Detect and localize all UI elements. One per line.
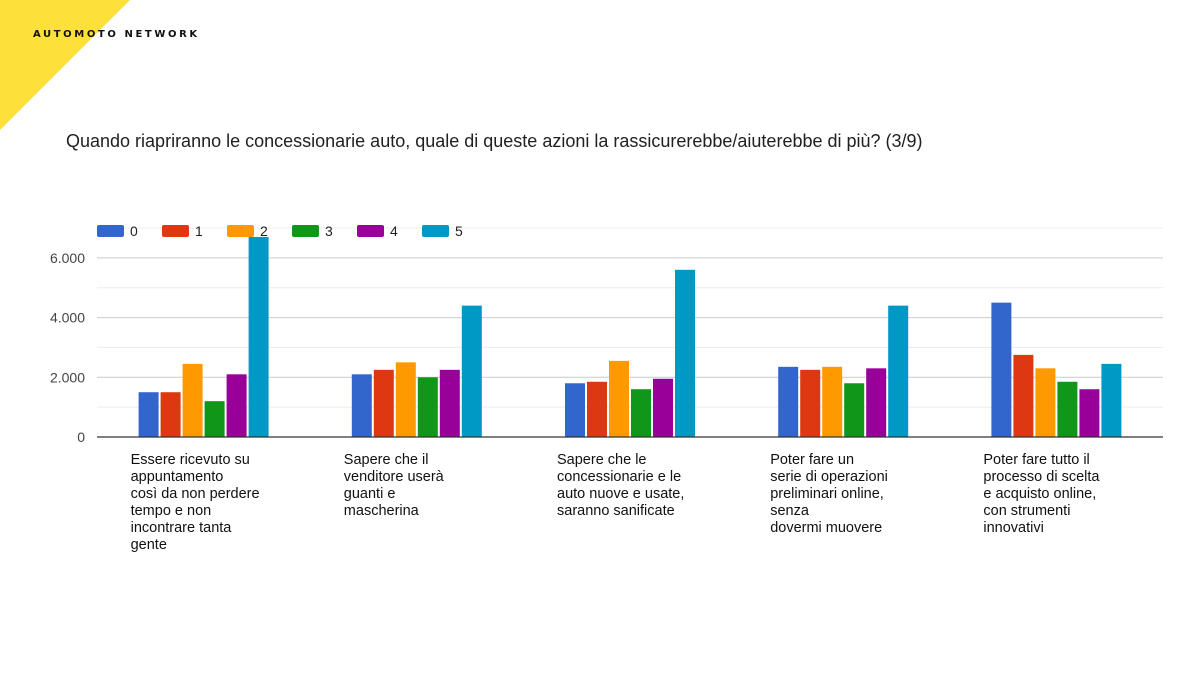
bar-series-0 — [778, 366, 799, 437]
bar-series-4 — [866, 368, 887, 437]
legend-label-0: 0 — [130, 223, 138, 239]
legend-swatch-4 — [357, 225, 384, 237]
legend-label-1: 1 — [195, 223, 203, 239]
bar-series-4 — [226, 374, 247, 437]
y-tick-label: 2.000 — [50, 369, 85, 385]
bar-series-0 — [138, 392, 159, 437]
x-category-label: Poter fare un serie di operazioni prelim… — [770, 452, 888, 536]
bar-series-5 — [675, 269, 695, 437]
bar-series-4 — [653, 378, 673, 437]
bar-series-5 — [1101, 363, 1122, 437]
bar-series-5 — [888, 305, 909, 437]
bar-series-1 — [1013, 354, 1034, 437]
bar-series-0 — [991, 302, 1012, 437]
y-tick-label: 6.000 — [50, 250, 85, 266]
x-category-label: Sapere che le concessionarie e le auto n… — [557, 452, 685, 519]
legend-swatch-1 — [162, 225, 189, 237]
bar-series-1 — [160, 392, 181, 437]
bar-series-2 — [1035, 368, 1056, 437]
brand-logo-text: AUTOMOTO NETWORK — [33, 29, 200, 40]
y-tick-label: 4.000 — [50, 310, 85, 326]
bar-series-2 — [822, 366, 843, 437]
legend-swatch-0 — [97, 225, 124, 237]
bar-series-4 — [1079, 389, 1100, 437]
bar-series-3 — [1057, 381, 1078, 437]
bar-series-5 — [248, 236, 269, 437]
bar-series-0 — [565, 383, 585, 437]
legend-label-3: 3 — [325, 223, 333, 239]
bar-series-1 — [587, 381, 607, 437]
bar-series-2 — [395, 362, 416, 437]
bar-series-1 — [373, 369, 394, 437]
bar-series-3 — [417, 377, 438, 437]
legend-swatch-3 — [292, 225, 319, 237]
y-tick-label: 0 — [77, 429, 85, 445]
corner-accent-triangle — [0, 0, 130, 130]
legend-swatch-2 — [227, 225, 254, 237]
legend-label-4: 4 — [390, 223, 398, 239]
x-category-label: Poter fare tutto il processo di scelta e… — [983, 452, 1100, 536]
bar-series-3 — [631, 389, 651, 437]
chart-title: Quando riapriranno le concessionarie aut… — [66, 131, 923, 151]
bar-series-0 — [351, 374, 372, 437]
bar-series-5 — [461, 305, 482, 437]
bar-series-3 — [844, 383, 865, 437]
x-category-label: Sapere che il venditore userà guanti e m… — [343, 452, 444, 519]
legend-label-2: 2 — [260, 223, 268, 239]
bar-series-3 — [204, 401, 225, 437]
x-category-label: Essere ricevuto su appuntamento così da … — [130, 452, 260, 553]
legend-label-5: 5 — [455, 223, 463, 239]
bar-series-2 — [609, 360, 629, 437]
legend-swatch-5 — [422, 225, 449, 237]
bar-series-4 — [439, 369, 460, 437]
bar-series-1 — [800, 369, 821, 437]
bar-series-2 — [182, 363, 203, 437]
